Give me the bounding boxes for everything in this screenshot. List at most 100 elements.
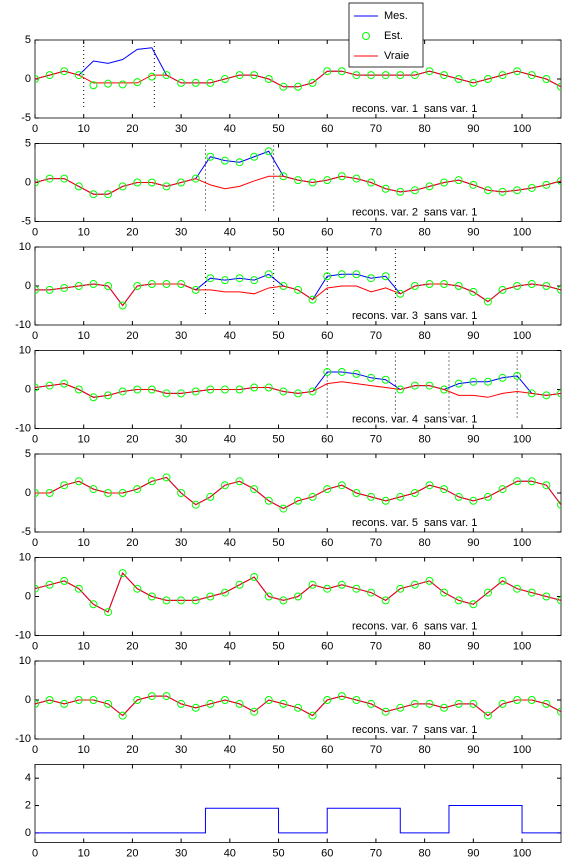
x-tick-label: 50 <box>272 847 284 859</box>
legend-label: Mes. <box>384 10 408 22</box>
marker <box>498 187 507 196</box>
marker <box>279 282 288 290</box>
annotation: recons. var. 5 sans var. 1 <box>352 517 477 529</box>
x-tick-label: 100 <box>513 433 531 445</box>
x-tick-label: 70 <box>370 537 382 549</box>
marker <box>133 696 142 704</box>
x-tick-label: 80 <box>419 640 431 652</box>
plot-layer <box>35 47 561 91</box>
marker <box>147 385 156 394</box>
x-tick-label: 20 <box>126 123 138 135</box>
x-tick-label: 70 <box>370 226 382 238</box>
marker <box>542 75 551 83</box>
marker <box>454 282 463 290</box>
y-tick-label: 0 <box>25 73 31 85</box>
marker <box>60 283 69 292</box>
series-line <box>35 805 561 834</box>
x-tick-label: 50 <box>272 744 284 756</box>
marker <box>235 71 244 80</box>
marker <box>425 576 434 585</box>
marker <box>308 178 317 187</box>
marker <box>206 274 215 283</box>
marker <box>133 178 142 187</box>
marker <box>527 71 536 80</box>
x-tick-label: 80 <box>419 537 431 549</box>
y-tick-label: 0 <box>25 280 31 292</box>
marker <box>557 707 561 716</box>
marker <box>264 147 273 156</box>
marker <box>162 389 171 398</box>
marker <box>337 67 346 76</box>
marker <box>308 492 317 501</box>
marker <box>454 492 463 501</box>
x-tick-label: 30 <box>175 433 187 445</box>
legend-label: Est. <box>384 30 403 42</box>
x-tick-label: 20 <box>126 433 138 445</box>
marker <box>35 699 39 708</box>
marker <box>118 301 127 310</box>
x-tick-label: 10 <box>78 744 90 756</box>
marker <box>294 285 302 294</box>
marker <box>206 492 215 501</box>
marker <box>454 176 463 185</box>
x-tick-label: 100 <box>513 123 531 135</box>
marker <box>104 190 113 199</box>
x-tick-label: 40 <box>224 123 236 135</box>
marker <box>557 176 561 185</box>
marker <box>191 174 200 183</box>
marker <box>118 489 127 497</box>
marker <box>323 272 332 281</box>
marker <box>469 78 478 87</box>
marker <box>235 158 244 167</box>
x-tick-label: 40 <box>224 744 236 756</box>
marker <box>527 389 536 398</box>
marker <box>440 703 449 712</box>
marker <box>410 186 419 195</box>
x-tick-label: 40 <box>224 847 236 859</box>
x-tick-label: 70 <box>370 330 382 342</box>
marker <box>45 174 54 183</box>
marker <box>498 699 507 708</box>
series-line <box>35 70 561 88</box>
x-tick-label: 90 <box>467 847 479 859</box>
marker <box>74 385 83 394</box>
marker <box>45 381 54 390</box>
marker <box>308 295 317 304</box>
marker <box>294 82 302 91</box>
y-tick-label: 10 <box>19 551 31 563</box>
marker <box>454 379 463 388</box>
marker <box>483 377 492 386</box>
x-tick-label: 20 <box>126 847 138 859</box>
x-tick-label: 30 <box>175 640 187 652</box>
x-tick-label: 50 <box>272 433 284 445</box>
x-tick-label: 50 <box>272 226 284 238</box>
marker <box>352 270 361 279</box>
marker <box>396 71 405 80</box>
marker <box>74 282 83 290</box>
marker <box>527 183 536 192</box>
marker <box>527 696 536 704</box>
marker <box>60 699 69 708</box>
marker <box>162 596 171 605</box>
marker <box>206 385 215 394</box>
x-tick-label: 100 <box>513 537 531 549</box>
x-tick-label: 0 <box>32 330 38 342</box>
marker <box>396 492 405 501</box>
marker <box>352 696 361 704</box>
marker <box>89 190 98 199</box>
y-tick-label: 10 <box>19 344 31 356</box>
marker <box>323 367 332 376</box>
marker <box>396 187 405 196</box>
marker <box>35 178 39 187</box>
marker <box>352 369 361 378</box>
marker <box>74 584 83 593</box>
marker <box>542 481 551 490</box>
plot-layer <box>35 367 561 402</box>
plot-layer <box>35 147 561 199</box>
marker <box>177 78 186 87</box>
x-tick-label: 100 <box>513 330 531 342</box>
y-tick-label: -10 <box>15 733 31 745</box>
x-tick-label: 10 <box>78 330 90 342</box>
marker <box>381 184 390 193</box>
marker <box>527 588 536 597</box>
